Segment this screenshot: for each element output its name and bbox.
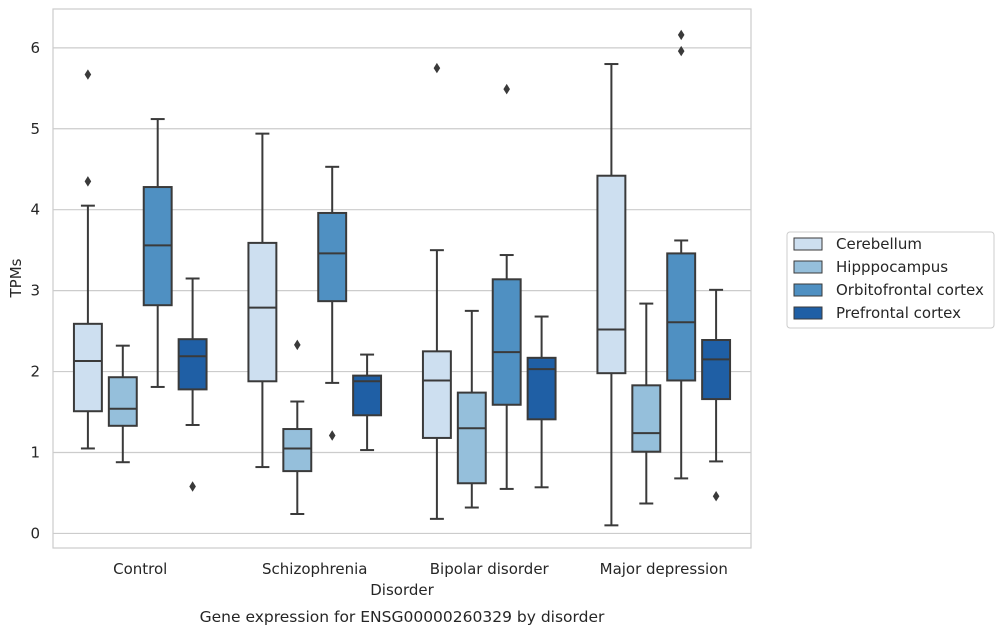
y-tick-label: 4: [30, 201, 40, 219]
box-body: [247, 241, 278, 383]
box-2-4: [631, 302, 662, 505]
x-tick-label: Control: [113, 560, 167, 578]
legend-swatch: [793, 283, 823, 297]
box-3-2: [317, 165, 348, 441]
outlier-point: [84, 176, 92, 187]
legend-label: Prefrontal cortex: [836, 304, 961, 322]
y-tick-label: 2: [30, 363, 40, 381]
legend-swatch: [793, 237, 823, 251]
y-tick-label: 1: [30, 444, 40, 462]
box-4-4: [701, 288, 732, 502]
x-tick-label: Bipolar disorder: [430, 560, 550, 578]
box-3-3: [491, 83, 522, 490]
box-4-3: [526, 315, 557, 489]
legend-label: Orbitofrontal cortex: [836, 281, 984, 299]
box-body: [491, 278, 522, 406]
legend-frame: [786, 231, 995, 329]
y-tick-label: 5: [30, 120, 40, 138]
box-3-4: [666, 29, 697, 480]
box-body: [72, 322, 103, 413]
box-body: [701, 339, 732, 401]
box-1-2: [247, 132, 278, 469]
box-4-2: [352, 353, 383, 452]
outlier-point: [677, 29, 685, 41]
outlier-point: [712, 491, 720, 502]
outlier-point: [294, 339, 301, 351]
x-tick-labels: Control Schizophrenia Bipolar disorder Majo…: [113, 560, 728, 578]
legend-swatch: [793, 260, 823, 274]
y-tick-labels: 0 1 2 3 4 5 6: [30, 39, 40, 543]
box-body: [317, 211, 348, 303]
boxes: [72, 29, 732, 527]
y-tick-label: 6: [30, 39, 40, 57]
outlier-point: [677, 45, 685, 57]
outlier-point: [84, 69, 92, 80]
y-tick-label: 0: [30, 524, 40, 542]
box-body: [177, 338, 208, 391]
outlier-point: [433, 62, 441, 74]
box-body: [456, 391, 487, 485]
legend-label: Hipppocampus: [836, 258, 948, 276]
outlier-point: [503, 83, 510, 95]
box-body: [107, 376, 138, 427]
box-body: [526, 356, 557, 421]
outlier-point: [328, 430, 336, 441]
y-axis-label: TPMs: [7, 258, 25, 298]
box-3-1: [142, 118, 173, 388]
box-body: [596, 174, 627, 375]
legend-label: Cerebellum: [836, 235, 922, 253]
box-body: [282, 428, 313, 473]
legend-swatch: [793, 306, 823, 320]
legend: Cerebellum Hipppocampus Orbitofrontal cort…: [786, 231, 995, 329]
y-tick-label: 3: [30, 282, 40, 300]
box-1-3: [421, 62, 452, 520]
chart-title: Gene expression for ENSG00000260329 by d…: [200, 608, 605, 626]
box-2-2: [282, 339, 313, 516]
box-2-3: [456, 309, 487, 509]
box-1-4: [596, 63, 627, 527]
box-body: [421, 350, 452, 439]
outlier-point: [189, 481, 196, 492]
x-axis-label: Disorder: [370, 581, 434, 599]
box-2-1: [107, 344, 138, 464]
x-tick-label: Major depression: [600, 560, 728, 578]
box-body: [631, 384, 662, 453]
x-tick-label: Schizophrenia: [262, 560, 367, 578]
box-1-1: [72, 69, 103, 450]
box-4-1: [177, 277, 208, 492]
box-body: [666, 252, 697, 382]
